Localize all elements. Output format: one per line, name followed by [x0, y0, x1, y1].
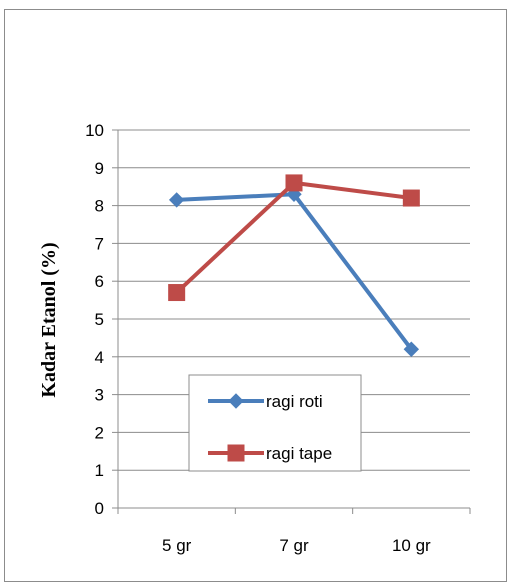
- data-point-ragi-roti: [168, 192, 185, 208]
- y-axis-label: Kadar Etanol (%): [38, 242, 60, 397]
- legend-label-ragi-tape: ragi tape: [266, 444, 332, 463]
- y-tick-label: 4: [95, 348, 104, 367]
- legend-label-ragi-roti: ragi roti: [266, 392, 323, 411]
- legend-marker-ragi-roti: [228, 393, 244, 409]
- y-tick-label: 0: [95, 499, 104, 518]
- y-tick-label: 9: [95, 159, 104, 178]
- y-tick-label: 6: [95, 272, 104, 291]
- y-tick-label: 1: [95, 461, 104, 480]
- data-point-ragi-roti: [403, 341, 420, 357]
- x-tick-label: 5 gr: [162, 536, 192, 555]
- data-point-ragi-tape: [402, 189, 420, 207]
- y-tick-label: 2: [95, 423, 104, 442]
- series-ragi-roti: [168, 186, 420, 357]
- x-tick-label: 7 gr: [279, 536, 309, 555]
- y-tick-labels: 0 1 2 3 4 5 6 7 8 9 10: [85, 121, 104, 518]
- y-tick-label: 10: [85, 121, 104, 140]
- legend-item-ragi-roti: ragi roti: [208, 392, 323, 411]
- legend: ragi roti ragi tape: [188, 374, 362, 472]
- y-tick-label: 8: [95, 197, 104, 216]
- y-tick-label: 5: [95, 310, 104, 329]
- data-point-ragi-tape: [168, 284, 186, 302]
- x-tick-label: 10 gr: [392, 536, 431, 555]
- y-tick-label: 7: [95, 234, 104, 253]
- legend-marker-ragi-tape: [227, 444, 245, 462]
- series-line-ragi-roti: [176, 192, 413, 351]
- chart-frame: [4, 9, 507, 582]
- axes: [117, 130, 471, 514]
- series-layer: [168, 174, 420, 357]
- y-tick-label: 3: [95, 386, 104, 405]
- series-ragi-tape: [168, 174, 420, 302]
- data-point-ragi-tape: [285, 174, 303, 192]
- x-tick-labels: 5 gr 7 gr 10 gr: [162, 536, 431, 555]
- legend-item-ragi-tape: ragi tape: [208, 444, 332, 463]
